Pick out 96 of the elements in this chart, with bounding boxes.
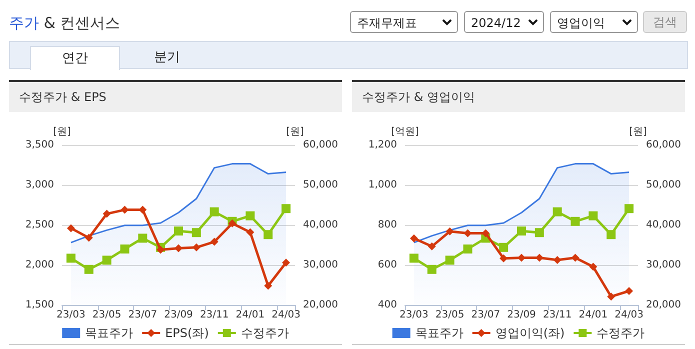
- chart-title: 수정주가 & EPS: [9, 82, 342, 112]
- point: [625, 287, 634, 295]
- point: [264, 230, 273, 240]
- point: [446, 227, 454, 236]
- legend-label: EPS(좌): [165, 326, 209, 340]
- point: [553, 256, 562, 264]
- point: [264, 282, 272, 290]
- x-tick-label: 23/03: [56, 310, 86, 320]
- text: 영업이익: [557, 16, 605, 30]
- legend-label: 수정주가: [240, 326, 289, 340]
- point: [589, 262, 598, 271]
- point: [624, 204, 634, 214]
- point: [607, 292, 616, 301]
- y2-tick-label: 20,000: [303, 300, 338, 310]
- chart-title: 수정주가 & 영업이익: [352, 82, 685, 112]
- x-tick-label: 23/11: [542, 310, 572, 320]
- legend-label: 목표주가: [415, 326, 464, 340]
- point: [84, 264, 94, 274]
- point: [210, 207, 219, 216]
- point: [606, 230, 616, 240]
- y2-tick-label: 60,000: [646, 140, 681, 150]
- point: [192, 243, 200, 252]
- text: 2024/12: [471, 16, 521, 30]
- point: [445, 256, 454, 265]
- point: [192, 228, 201, 238]
- point: [156, 246, 165, 254]
- point: [588, 211, 598, 220]
- y-axis-title: [원]: [53, 126, 71, 138]
- x-tick-label: 23/09: [164, 310, 193, 320]
- y-axis-title: [억원]: [391, 126, 419, 138]
- point: [228, 219, 236, 228]
- point: [571, 254, 580, 262]
- y-tick-label: 2,000: [25, 260, 54, 270]
- y-tick-label: 1,200: [368, 140, 397, 150]
- x-tick-label: 23/07: [128, 310, 158, 320]
- text: 주재무제표: [357, 16, 417, 30]
- point: [102, 210, 111, 218]
- y2-tick-label: 40,000: [646, 220, 681, 230]
- y2-tick-label: 30,000: [303, 260, 338, 270]
- y2-tick-label: 30,000: [646, 260, 681, 270]
- y2-tick-label: 50,000: [303, 180, 338, 190]
- x-tick-label: 24/03: [614, 310, 644, 320]
- point: [84, 234, 93, 242]
- text: 검색: [643, 11, 687, 33]
- point: [282, 204, 291, 214]
- point: [120, 244, 130, 254]
- point: [66, 224, 75, 232]
- y-tick-label: 1,000: [368, 180, 397, 190]
- y2-tick-label: 40,000: [303, 220, 338, 230]
- y2-axis-title: [원]: [629, 126, 647, 138]
- point: [518, 254, 526, 262]
- point: [427, 264, 436, 274]
- y2-axis-title: [원]: [286, 126, 304, 138]
- text: 주가 & 컨센서스: [9, 14, 120, 33]
- point: [534, 228, 544, 238]
- point: [66, 254, 76, 263]
- legend-label: 목표주가: [85, 326, 134, 340]
- text: 분기: [153, 49, 181, 67]
- legend-label: 수정주가: [596, 326, 645, 340]
- text: 연간: [30, 46, 120, 70]
- legend-label: 영업이익(좌): [495, 326, 565, 340]
- y-tick-label: 800: [378, 220, 397, 230]
- point: [409, 254, 418, 263]
- x-tick-label: 24/01: [578, 310, 608, 320]
- point: [428, 242, 436, 250]
- point: [246, 211, 255, 220]
- x-tick-label: 23/05: [92, 310, 122, 320]
- y-tick-label: 2,500: [25, 220, 54, 230]
- point: [517, 226, 526, 236]
- point: [174, 226, 183, 236]
- point: [282, 258, 290, 267]
- point: [410, 234, 418, 242]
- y2-tick-label: 20,000: [646, 300, 681, 310]
- x-tick-label: 23/11: [200, 310, 229, 320]
- point: [552, 207, 562, 216]
- point: [463, 244, 472, 254]
- y-tick-label: 3,000: [25, 180, 54, 190]
- y-tick-label: 3,500: [25, 140, 54, 150]
- point: [102, 256, 112, 265]
- point: [174, 244, 182, 252]
- y-tick-label: 1,500: [25, 300, 54, 310]
- x-tick-label: 23/09: [507, 310, 536, 320]
- point: [570, 216, 580, 226]
- x-tick-label: 24/03: [272, 310, 300, 320]
- point: [138, 234, 148, 243]
- y2-tick-label: 60,000: [303, 140, 338, 150]
- point: [499, 242, 508, 252]
- y2-tick-label: 50,000: [646, 180, 681, 190]
- y-tick-label: 600: [378, 260, 397, 270]
- x-tick-label: 23/03: [400, 310, 428, 320]
- x-tick-label: 23/05: [435, 310, 464, 320]
- x-tick-label: 24/01: [236, 310, 265, 320]
- y-tick-label: 400: [378, 300, 397, 310]
- point: [210, 238, 218, 246]
- point: [246, 228, 254, 236]
- x-tick-label: 23/07: [471, 310, 500, 320]
